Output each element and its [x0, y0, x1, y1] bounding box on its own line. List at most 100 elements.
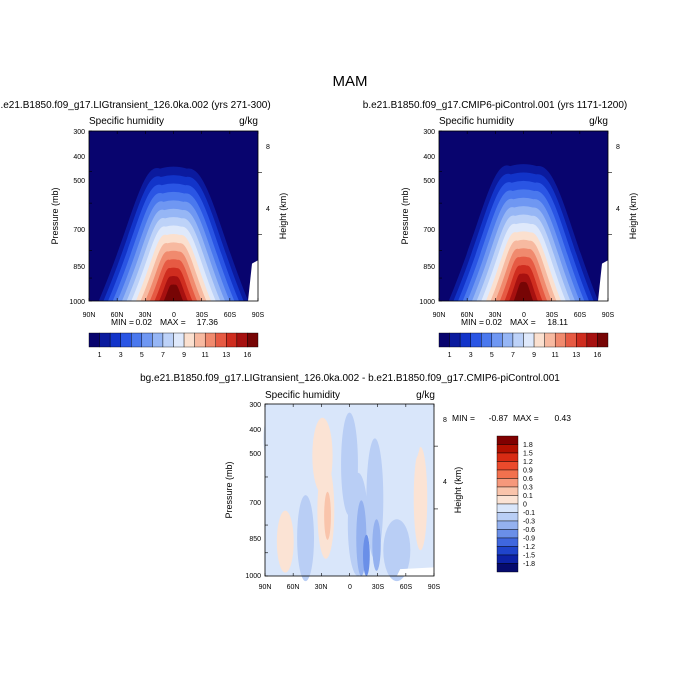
- anomaly-contour: [324, 491, 331, 540]
- colorbar-swatch: [194, 332, 206, 348]
- right-axis-label: Height (km): [453, 467, 463, 514]
- colorbar-swatch: [496, 444, 519, 454]
- x-tick-label: 60S: [224, 312, 237, 319]
- panel-left-label: Specific humidity: [265, 390, 340, 401]
- colorbar-swatch: [496, 512, 519, 522]
- panel-left-label: Specific humidity: [439, 116, 514, 127]
- anomaly-contour: [386, 407, 421, 470]
- min-value: -0.87: [489, 413, 509, 423]
- colorbar-swatch: [496, 520, 519, 530]
- colorbar-label: 16: [594, 352, 602, 359]
- x-tick-label: 0: [348, 584, 352, 591]
- colorbar-swatch: [204, 332, 216, 348]
- colorbar-label: 0.3: [523, 485, 533, 492]
- right-tick-label: 4: [266, 206, 270, 213]
- panel-difference: bg.e21.B1850.f09_g17.LIGtransient_126.0k…: [140, 373, 571, 591]
- right-tick-label: 4: [443, 479, 447, 486]
- colorbar-swatch: [120, 332, 132, 348]
- colorbar-swatch: [523, 332, 535, 348]
- x-axis-ticks: 90N 60N 30N 0 30S 60S 90S: [83, 312, 265, 319]
- colorbar-swatch: [496, 461, 519, 471]
- colorbar-swatch: [496, 469, 519, 479]
- colorbar-swatch: [481, 332, 493, 348]
- y-axis-label: Pressure (mb): [224, 461, 234, 518]
- colorbar-swatch: [449, 332, 461, 348]
- colorbar-swatch: [131, 332, 143, 348]
- right-axis-label: Height (km): [278, 193, 288, 240]
- min-value: 0.02: [135, 317, 152, 327]
- colorbar-label: -0.6: [523, 527, 535, 534]
- colorbar-label: 16: [244, 352, 252, 359]
- x-tick-label: 90N: [433, 312, 446, 319]
- colorbar-label: 13: [222, 352, 230, 359]
- y-axis-ticks: 300 400 500 700 850 1000: [245, 402, 261, 580]
- y-tick-label: 500: [249, 451, 261, 458]
- x-axis-ticks: 90N 60N 30N 0 30S 60S 90S: [433, 312, 615, 319]
- contour-band: [513, 281, 534, 301]
- x-tick-label: 90S: [428, 584, 441, 591]
- colorbar-swatch: [496, 435, 519, 445]
- colorbar-label: -0.3: [523, 519, 535, 526]
- colorbar-swatch: [88, 332, 100, 348]
- colorbar-swatch: [226, 332, 238, 348]
- y-tick-label: 850: [73, 264, 85, 271]
- anomaly-contour: [297, 495, 315, 582]
- missing-data-mask: [598, 260, 608, 301]
- y-tick-label: 700: [423, 227, 435, 234]
- colorbar-swatch: [438, 332, 450, 348]
- x-tick-label: 30N: [139, 312, 152, 319]
- colorbar-label: 0.9: [523, 468, 533, 475]
- colorbar-swatch: [141, 332, 153, 348]
- x-tick-label: 0: [522, 312, 526, 319]
- colorbar-label: 11: [202, 352, 209, 359]
- y-axis-ticks: 300 400 500 700 850 1000: [419, 129, 435, 306]
- min-label: MIN =: [111, 317, 134, 327]
- colorbar-label: -1.2: [523, 544, 535, 551]
- colorbar-swatch: [586, 332, 598, 348]
- y-tick-label: 300: [73, 129, 85, 136]
- x-tick-label: 90N: [83, 312, 96, 319]
- colorbar-swatch: [554, 332, 566, 348]
- colorbar-swatch: [576, 332, 588, 348]
- colorbar-swatch: [496, 486, 519, 496]
- colorbar-swatch: [236, 332, 248, 348]
- colorbar-swatch: [109, 332, 121, 348]
- colorbar-swatch: [491, 332, 503, 348]
- y-tick-label: 850: [249, 536, 261, 543]
- colorbar-swatch: [544, 332, 556, 348]
- panel-title: b.e21.B1850.f09_g17.CMIP6-piControl.001 …: [363, 100, 627, 111]
- anomaly-contour: [276, 510, 294, 573]
- colorbar-swatch: [565, 332, 577, 348]
- y-tick-label: 700: [249, 500, 261, 507]
- colorbar-swatch: [496, 478, 519, 488]
- colorbar: 1 3 5 7 9 11 13 16: [88, 332, 259, 359]
- colorbar-swatch: [496, 563, 519, 573]
- colorbar: 1.81.51.20.90.60.30.10-0.1-0.3-0.6-0.9-1…: [496, 435, 535, 573]
- right-tick-label: 4: [616, 206, 620, 213]
- max-label: MAX =: [160, 317, 186, 327]
- max-label: MAX =: [513, 413, 539, 423]
- colorbar-swatch: [496, 537, 519, 547]
- x-tick-label: 90N: [259, 584, 272, 591]
- y-tick-label: 1000: [245, 573, 261, 580]
- colorbar-swatch: [597, 332, 609, 348]
- y-tick-label: 300: [249, 402, 261, 409]
- colorbar: 1 3 5 7 9 11 13 16: [438, 332, 609, 359]
- y-tick-label: 400: [249, 427, 261, 434]
- x-tick-label: 30S: [372, 584, 385, 591]
- colorbar-label: 13: [572, 352, 580, 359]
- colorbar-swatch: [459, 332, 471, 348]
- right-axis-ticks: 8 4: [266, 144, 270, 213]
- x-axis-ticks: 90N 60N 30N 0 30S 60S 90S: [259, 584, 441, 591]
- anomaly-contour: [372, 519, 381, 571]
- max-value: 0.43: [554, 413, 571, 423]
- colorbar-label: 1: [98, 352, 102, 359]
- colorbar-label: 0.1: [523, 493, 533, 500]
- right-axis-label: Height (km): [628, 193, 638, 240]
- y-tick-label: 400: [73, 154, 85, 161]
- x-tick-label: 60N: [287, 584, 300, 591]
- right-tick-label: 8: [616, 144, 620, 151]
- colorbar-label: 7: [511, 352, 515, 359]
- y-tick-label: 500: [73, 178, 85, 185]
- contour-band: [163, 284, 184, 301]
